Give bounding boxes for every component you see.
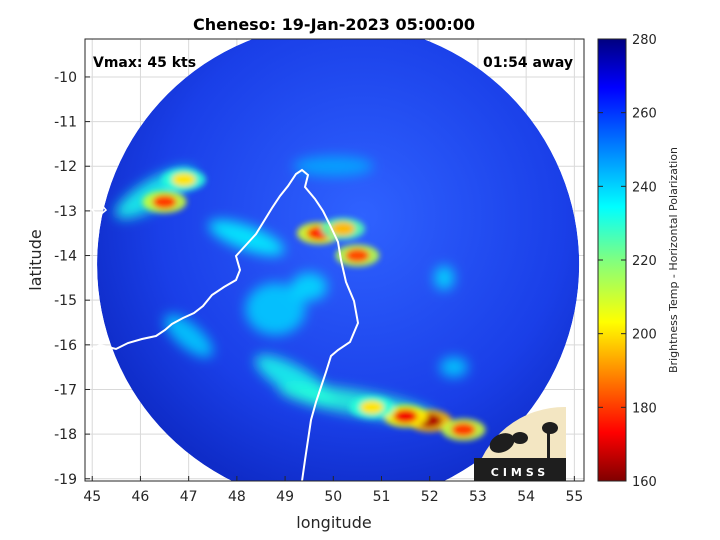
water-tower-tank [542,422,558,434]
logo-base [474,458,566,481]
colorbar-tick-label: 220 [632,254,657,269]
chart-title: Cheneso: 19-Jan-2023 05:00:00 [193,15,475,34]
x-tick-label: 48 [228,489,246,505]
y-tick-label: -10 [54,70,77,86]
rainband [245,283,306,336]
plot-frame [84,38,585,482]
hotspot [152,194,177,209]
rainband [208,219,285,256]
convection-hotspots [142,168,486,441]
y-tick-label: -11 [54,115,77,131]
x-tick-label: 45 [83,489,101,505]
microwave-swath [97,39,580,481]
time-away-annotation: 01:54 away [483,55,573,71]
colorbar-tick-label: 260 [632,107,657,122]
cimss-logo: CIMSS [474,406,566,481]
hotspot [330,221,355,236]
hotspot [451,422,476,437]
dish-icon [489,433,515,453]
hotspot [359,400,384,415]
y-tick-label: -17 [54,382,77,398]
x-tick-label: 53 [469,489,487,505]
y-tick-label: -19 [54,472,77,488]
hotspot [171,172,196,187]
x-axis-label: longitude [296,513,371,532]
coastline-madagascar [85,168,360,481]
water-tower-icon [547,428,550,458]
rainband [439,357,468,378]
y-tick-label: -18 [54,427,77,443]
y-ticks: -10 -11 -12 -13 -14 -15 -16 -17 -18 -19 [54,70,90,488]
y-axis-label: latitude [26,229,45,290]
rainband [291,272,328,301]
logo-text: CIMSS [491,466,549,479]
x-tick-label: 55 [565,489,583,505]
coastline-islet [90,201,108,217]
swath-layer [85,39,580,481]
hotspot [345,248,370,263]
dish-icon-small [512,432,528,444]
colorbar-tick-label: 180 [632,401,657,416]
colorbar-ticks: 280 260 240 220 200 180 160 [598,33,657,490]
hotspot [393,409,418,424]
colorbar-label: Brightness Temp - Horizontal Polarizatio… [667,147,680,373]
x-tick-label: 51 [373,489,391,505]
x-tick-label: 46 [132,489,150,505]
x-ticks: 45 46 47 48 49 50 51 52 53 54 55 [83,476,583,505]
x-tick-label: 49 [276,489,294,505]
x-tick-label: 47 [180,489,198,505]
y-tick-label: -12 [54,159,77,175]
y-tick-label: -14 [54,249,77,265]
rainband [434,265,455,290]
colorbar-tick-label: 200 [632,328,657,343]
colorbar-tick-label: 280 [632,33,657,48]
x-tick-label: 54 [517,489,535,505]
y-tick-label: -15 [54,293,77,309]
y-tick-label: -16 [54,338,77,354]
x-tick-label: 50 [324,489,342,505]
rainband [293,156,374,177]
colorbar-tick-label: 240 [632,180,657,195]
x-tick-label: 52 [421,489,439,505]
y-tick-label: -13 [54,204,77,220]
colorbar-tick-label: 160 [632,475,657,490]
vmax-annotation: Vmax: 45 kts [93,55,196,71]
rainband [164,314,213,358]
